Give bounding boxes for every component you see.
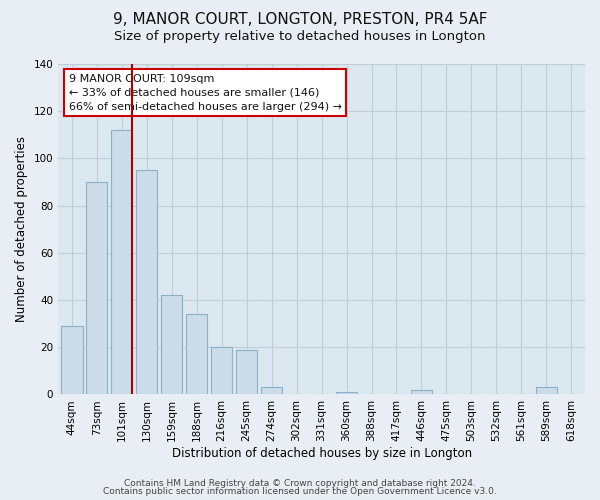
X-axis label: Distribution of detached houses by size in Longton: Distribution of detached houses by size …: [172, 447, 472, 460]
Y-axis label: Number of detached properties: Number of detached properties: [15, 136, 28, 322]
Bar: [261, 388, 282, 394]
Text: Contains HM Land Registry data © Crown copyright and database right 2024.: Contains HM Land Registry data © Crown c…: [124, 478, 476, 488]
Bar: [336, 392, 357, 394]
Bar: [186, 314, 208, 394]
Bar: [536, 388, 557, 394]
Text: 9, MANOR COURT, LONGTON, PRESTON, PR4 5AF: 9, MANOR COURT, LONGTON, PRESTON, PR4 5A…: [113, 12, 487, 28]
Bar: [236, 350, 257, 395]
Bar: [61, 326, 83, 394]
Bar: [86, 182, 107, 394]
Text: Contains public sector information licensed under the Open Government Licence v3: Contains public sector information licen…: [103, 487, 497, 496]
Bar: [411, 390, 432, 394]
Bar: [161, 296, 182, 394]
Bar: [136, 170, 157, 394]
Bar: [211, 347, 232, 395]
Text: Size of property relative to detached houses in Longton: Size of property relative to detached ho…: [114, 30, 486, 43]
Bar: [111, 130, 133, 394]
Text: 9 MANOR COURT: 109sqm
← 33% of detached houses are smaller (146)
66% of semi-det: 9 MANOR COURT: 109sqm ← 33% of detached …: [69, 74, 342, 112]
